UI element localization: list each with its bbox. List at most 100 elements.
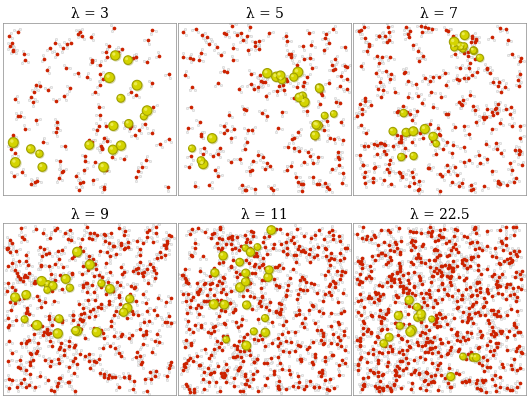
Point bbox=[222, 305, 231, 311]
Point bbox=[324, 260, 332, 266]
Point bbox=[97, 305, 105, 311]
Point bbox=[510, 355, 518, 362]
Point bbox=[386, 277, 395, 283]
Point bbox=[379, 340, 388, 347]
Point bbox=[95, 324, 103, 330]
Point bbox=[432, 234, 441, 240]
Point bbox=[423, 81, 432, 88]
Point bbox=[400, 332, 408, 339]
Point bbox=[484, 367, 492, 374]
Point bbox=[181, 359, 190, 366]
Point bbox=[430, 286, 439, 293]
Point bbox=[191, 236, 200, 242]
Point bbox=[261, 315, 269, 321]
Point bbox=[466, 230, 474, 237]
Point bbox=[418, 369, 427, 376]
Point bbox=[434, 314, 442, 321]
Point bbox=[19, 315, 28, 321]
Point bbox=[402, 23, 410, 30]
Point bbox=[492, 23, 501, 30]
Point bbox=[86, 291, 95, 298]
Point bbox=[276, 380, 285, 387]
Point bbox=[330, 136, 339, 142]
Point bbox=[462, 374, 470, 381]
Point bbox=[385, 79, 393, 85]
Point bbox=[371, 357, 380, 364]
Point bbox=[384, 305, 393, 312]
Point bbox=[166, 299, 174, 305]
Point bbox=[468, 46, 477, 53]
Point bbox=[307, 156, 316, 163]
Point bbox=[510, 227, 518, 234]
Point bbox=[366, 346, 374, 353]
Point bbox=[443, 78, 452, 85]
Point bbox=[421, 327, 430, 333]
Point bbox=[512, 269, 521, 276]
Point bbox=[144, 37, 152, 44]
Point bbox=[105, 246, 114, 253]
Point bbox=[170, 234, 179, 241]
Point bbox=[436, 335, 445, 342]
Point bbox=[319, 123, 327, 130]
Point bbox=[51, 54, 59, 61]
Point bbox=[268, 358, 277, 365]
Point bbox=[431, 348, 440, 354]
Point bbox=[519, 132, 528, 139]
Point bbox=[256, 263, 264, 270]
Point bbox=[453, 331, 461, 338]
Point bbox=[482, 362, 490, 369]
Point bbox=[240, 125, 248, 132]
Point bbox=[231, 245, 240, 251]
Point bbox=[80, 310, 88, 316]
Point bbox=[514, 327, 523, 333]
Point bbox=[480, 312, 488, 318]
Point bbox=[362, 359, 371, 366]
Point bbox=[418, 339, 427, 346]
Point bbox=[468, 308, 476, 315]
Point bbox=[353, 367, 362, 374]
Point bbox=[475, 360, 483, 366]
Point bbox=[297, 278, 305, 284]
Point bbox=[497, 314, 505, 320]
Point bbox=[324, 182, 332, 188]
Point bbox=[181, 162, 189, 169]
Point bbox=[457, 302, 466, 309]
Point bbox=[192, 117, 200, 123]
Point bbox=[431, 337, 439, 344]
Point bbox=[86, 76, 94, 82]
Point bbox=[372, 354, 381, 360]
Point bbox=[27, 282, 35, 288]
Point bbox=[194, 283, 203, 290]
Point bbox=[379, 383, 388, 390]
Point bbox=[467, 355, 476, 362]
Point bbox=[454, 290, 463, 297]
Point bbox=[422, 369, 431, 375]
Point bbox=[99, 69, 107, 76]
Point bbox=[441, 236, 450, 243]
Point bbox=[423, 301, 431, 308]
Point bbox=[380, 83, 388, 90]
Point bbox=[206, 36, 215, 42]
Point bbox=[116, 375, 124, 381]
Point bbox=[466, 283, 475, 290]
Point bbox=[467, 54, 476, 60]
Point bbox=[181, 26, 189, 32]
Point bbox=[372, 32, 380, 38]
Point bbox=[234, 283, 243, 289]
Point bbox=[457, 295, 466, 302]
Point bbox=[146, 305, 154, 312]
Point bbox=[251, 371, 259, 378]
Point bbox=[297, 288, 305, 294]
Title: λ = 7: λ = 7 bbox=[421, 7, 459, 21]
Point bbox=[393, 311, 402, 317]
Point bbox=[372, 291, 380, 298]
Point bbox=[47, 328, 55, 335]
Point bbox=[448, 179, 457, 186]
Point bbox=[180, 71, 189, 78]
Point bbox=[146, 328, 154, 334]
Point bbox=[468, 32, 477, 39]
Point bbox=[22, 341, 31, 348]
Point bbox=[379, 353, 388, 359]
Point bbox=[125, 227, 133, 233]
Point bbox=[153, 102, 161, 109]
